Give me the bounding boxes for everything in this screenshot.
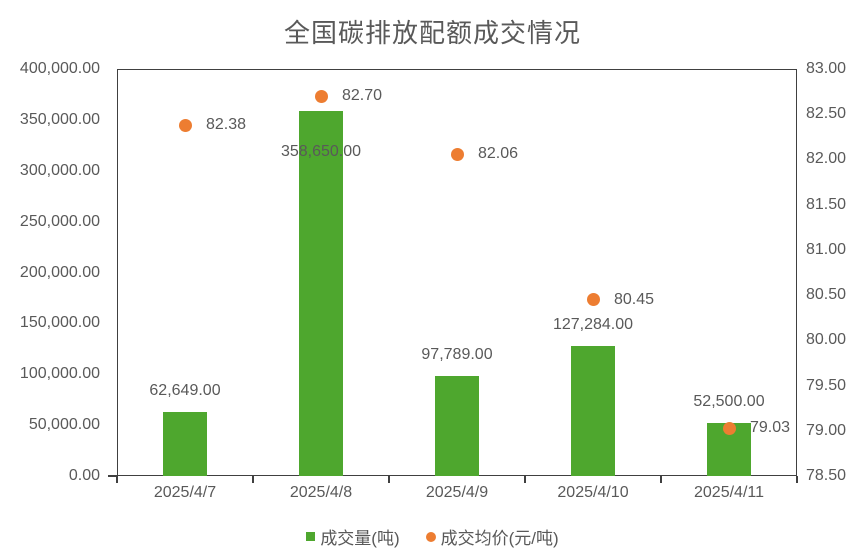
price-value-label: 79.03 (750, 419, 791, 437)
price-point (722, 421, 736, 435)
x-axis-category-label: 2025/4/9 (425, 484, 489, 501)
right-axis-tick-label: 83.00 (806, 60, 847, 77)
x-axis-tick (796, 476, 798, 483)
left-axis-tick-label: 150,000.00 (19, 314, 100, 332)
volume-bar (571, 346, 615, 476)
x-axis-category-label: 2025/4/11 (694, 484, 764, 501)
volume-value-label: 97,789.00 (421, 346, 493, 364)
x-axis-category-label: 2025/4/8 (289, 484, 353, 501)
x-axis-category-label: 2025/4/7 (153, 484, 217, 501)
legend-item-volume: 成交量(吨) (306, 524, 400, 549)
volume-bar (163, 412, 207, 476)
volume-value-label: 358,650.00 (280, 143, 362, 161)
volume-legend-swatch-icon (306, 532, 316, 541)
left-axis-tick-label: 400,000.00 (19, 60, 100, 77)
right-axis-tick-label: 79.50 (806, 376, 847, 394)
right-axis-tick-label: 81.00 (806, 240, 847, 258)
volume-value-label: 62,649.00 (149, 382, 221, 400)
left-axis-tick-label: 200,000.00 (19, 263, 100, 281)
x-axis-tick (116, 476, 118, 483)
price-value-label: 82.70 (342, 87, 383, 105)
price-point (450, 147, 464, 161)
left-axis-tick-label: 300,000.00 (19, 161, 100, 179)
left-axis-tick-label: 0.00 (68, 467, 100, 484)
right-axis-tick-label: 78.50 (806, 467, 847, 484)
right-axis-tick-label: 82.00 (806, 150, 847, 168)
price-legend-swatch-icon (425, 531, 436, 542)
left-axis-tick-label: 100,000.00 (19, 365, 100, 383)
legend-volume-label: 成交量(吨) (320, 529, 400, 548)
x-axis-tick (388, 476, 390, 483)
x-axis-tick (524, 476, 526, 483)
volume-bar (299, 111, 343, 476)
left-axis-tick-label: 250,000.00 (19, 212, 100, 230)
price-point (314, 89, 328, 103)
volume-bar (435, 376, 479, 476)
right-axis-tick-label: 82.50 (806, 105, 847, 123)
right-axis-tick-label: 79.00 (806, 421, 847, 439)
price-value-label: 82.06 (478, 145, 519, 163)
chart-title: 全国碳排放配额成交情况 (283, 18, 581, 48)
x-axis-tick (660, 476, 662, 483)
price-value-label: 82.38 (206, 116, 247, 134)
left-axis-zero-tick (108, 474, 117, 477)
legend-item-price: 成交均价(元/吨) (425, 524, 559, 549)
left-axis-tick-label: 350,000.00 (19, 110, 100, 128)
volume-value-label: 127,284.00 (552, 316, 634, 334)
price-value-label: 80.45 (614, 290, 655, 308)
x-axis-category-label: 2025/4/10 (557, 484, 629, 501)
right-axis-tick-label: 80.50 (806, 286, 847, 304)
volume-value-label: 52,500.00 (693, 392, 765, 410)
legend-price-label: 成交均价(元/吨) (440, 529, 559, 548)
x-axis-tick (252, 476, 254, 483)
price-point (586, 293, 600, 307)
price-point (178, 118, 192, 132)
left-axis-tick-label: 50,000.00 (28, 416, 100, 434)
right-axis-tick-label: 80.00 (806, 331, 847, 349)
legend: 成交量(吨) 成交均价(元/吨) (0, 524, 865, 549)
right-axis-tick-label: 81.50 (806, 195, 847, 213)
